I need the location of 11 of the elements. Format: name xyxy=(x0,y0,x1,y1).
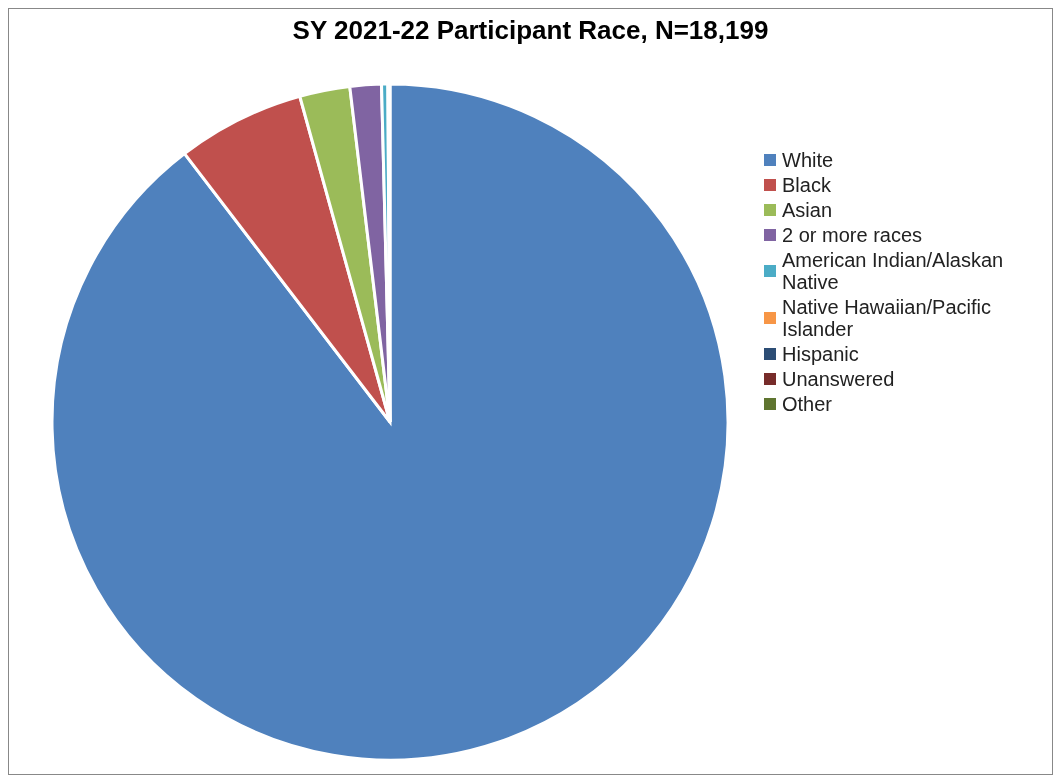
pie-slice xyxy=(50,82,730,761)
legend-label: White xyxy=(782,149,834,171)
legend-label: Hispanic xyxy=(782,343,859,365)
legend-label: American Indian/Alaskan Native xyxy=(782,249,1005,293)
legend-label: Black xyxy=(782,174,831,196)
legend-label: Native Hawaiian/Pacific Islander xyxy=(782,296,992,340)
legend-label: 2 or more races xyxy=(782,224,923,246)
legend-label: Unanswered xyxy=(782,368,895,390)
legend-label: Other xyxy=(782,393,833,415)
legend-label: Asian xyxy=(782,199,833,221)
chart-title: SY 2021-22 Participant Race, N=18,199 xyxy=(291,15,770,46)
